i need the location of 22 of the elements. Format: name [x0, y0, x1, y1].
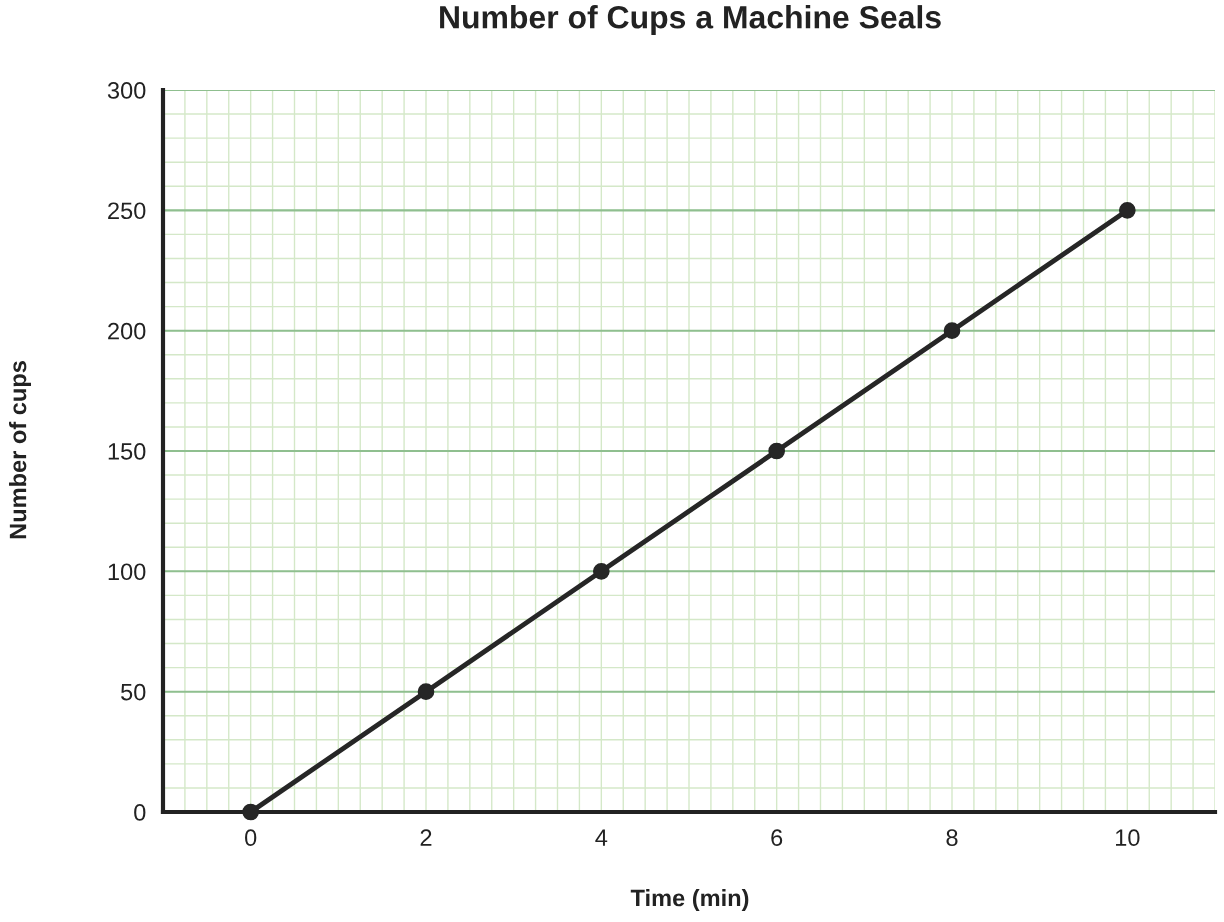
x-tick-label: 4: [595, 829, 608, 846]
x-axis-title: Time (min): [630, 888, 749, 912]
y-tick-label: 0: [134, 804, 146, 821]
x-tick-label: 2: [420, 829, 432, 846]
point: [943, 322, 961, 340]
chart-title: Number of Cups a Machine Seals: [440, 5, 941, 35]
x-tick-label: 8: [946, 829, 958, 847]
point: [242, 803, 260, 821]
y-tick-label: 100: [108, 563, 146, 581]
point: [1118, 201, 1136, 219]
y-axis-title: Number of cups: [9, 361, 31, 539]
point: [592, 562, 610, 580]
point: [768, 442, 786, 460]
y-tick-label: 200: [108, 322, 146, 340]
y-tick-label: 50: [121, 683, 146, 701]
x-tick-label: 10: [1116, 829, 1140, 847]
x-tick-label: 6: [771, 829, 783, 847]
y-tick-label: 250: [108, 202, 146, 220]
y-tick-label: 300: [107, 82, 146, 99]
y-tick-label: 150: [108, 443, 146, 460]
x-tick-label: 0: [245, 829, 257, 847]
point: [417, 683, 435, 701]
